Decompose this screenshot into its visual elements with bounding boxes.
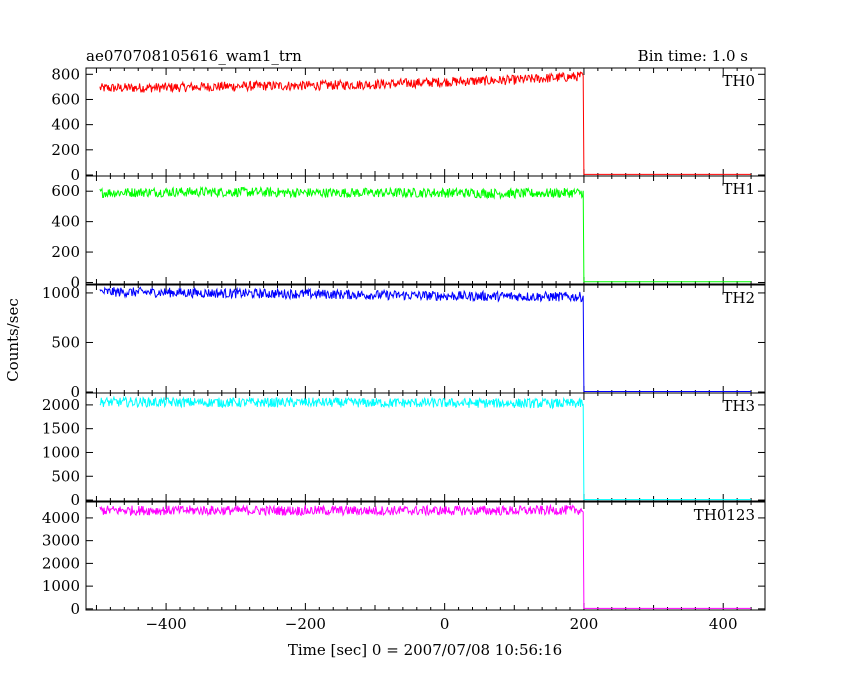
panel-frame — [85, 501, 766, 611]
x-axis-label: Time [sec] 0 = 2007/07/08 10:56:16 — [288, 641, 562, 659]
y-tick-label: 200 — [51, 243, 80, 261]
y-tick-label: 400 — [51, 213, 80, 231]
y-tick-label: 500 — [51, 467, 80, 485]
panel-frame — [85, 175, 766, 285]
y-tick-label: 0 — [70, 491, 80, 509]
y-tick-label: 2000 — [42, 396, 80, 414]
series-line-th0123 — [99, 503, 752, 609]
panel-label: TH3 — [722, 397, 755, 415]
y-tick-label: 4000 — [42, 509, 80, 527]
series-line-th1 — [99, 185, 752, 283]
panel-frame — [85, 67, 766, 177]
x-tick-label: −200 — [285, 615, 326, 633]
x-tick-label: −400 — [145, 615, 186, 633]
bin-time-label: Bin time: 1.0 s — [638, 47, 748, 65]
y-tick-label: 0 — [70, 383, 80, 401]
panel-label: TH0123 — [694, 506, 755, 524]
series-line-th0 — [99, 71, 752, 175]
y-tick-label: 1000 — [42, 577, 80, 595]
panel-label: TH0 — [722, 72, 755, 90]
y-tick-label: 2000 — [42, 554, 80, 572]
y-tick-label: 1000 — [42, 443, 80, 461]
y-tick-label: 0 — [70, 166, 80, 184]
y-axis-label: Counts/sec — [4, 298, 22, 382]
panel-frame — [85, 392, 766, 502]
x-tick-label: 400 — [709, 615, 738, 633]
y-tick-label: 400 — [51, 116, 80, 134]
y-tick-label: 600 — [51, 182, 80, 200]
series-line-th2 — [99, 286, 752, 392]
y-tick-label: 1500 — [42, 420, 80, 438]
y-tick-label: 0 — [70, 600, 80, 618]
panel-label: TH1 — [722, 180, 755, 198]
y-tick-label: 0 — [70, 273, 80, 291]
x-tick-label: 200 — [570, 615, 599, 633]
x-tick-label: 0 — [440, 615, 450, 633]
y-tick-label: 1000 — [42, 284, 80, 302]
y-tick-label: 800 — [51, 65, 80, 83]
series-line-th3 — [99, 395, 752, 501]
panel-label: TH2 — [722, 289, 755, 307]
panel-frame — [85, 284, 766, 394]
y-tick-label: 3000 — [42, 532, 80, 550]
y-tick-label: 500 — [51, 333, 80, 351]
y-tick-label: 200 — [51, 141, 80, 159]
y-tick-label: 600 — [51, 90, 80, 108]
chart-title: ae070708105616_wam1_trn — [86, 47, 302, 65]
